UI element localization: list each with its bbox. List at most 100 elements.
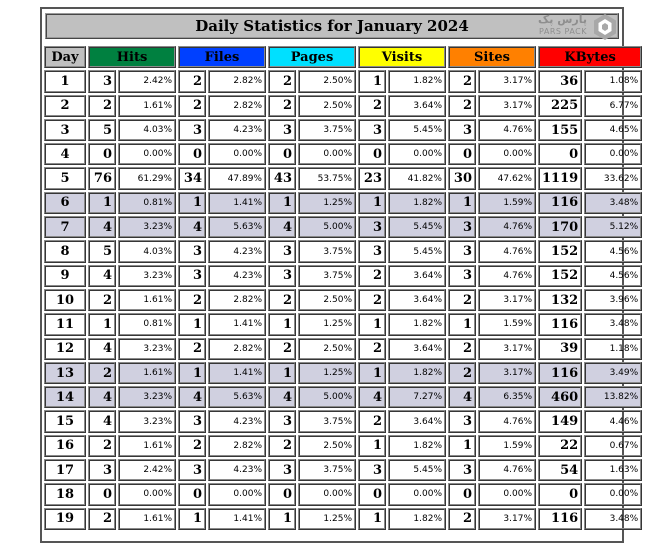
cell-hits: 5 [88, 240, 116, 263]
cell-pages: 2 [268, 434, 296, 458]
cell-sites-percent: 4.76% [478, 240, 536, 263]
cell-hits-percent: 0.00% [118, 143, 176, 166]
cell-visits: 23 [358, 167, 386, 190]
cell-pages-percent: 0.00% [298, 143, 356, 166]
cell-files-percent: 2.82% [208, 94, 266, 117]
cell-day: 13 [44, 361, 86, 385]
cell-kbytes: 155 [538, 118, 583, 142]
cell-pages-percent: 5.00% [298, 216, 356, 239]
cell-kbytes: 116 [538, 361, 583, 385]
cell-hits: 2 [88, 434, 116, 458]
cell-pages: 1 [268, 191, 296, 215]
cell-hits: 3 [88, 70, 116, 93]
cell-hits: 5 [88, 118, 116, 142]
cell-sites: 2 [448, 70, 476, 93]
cell-pages: 2 [268, 94, 296, 117]
cell-visits-percent: 5.45% [388, 216, 446, 239]
cell-hits-percent: 0.00% [118, 483, 176, 506]
cell-sites: 1 [448, 313, 476, 336]
cell-kbytes: 149 [538, 410, 583, 433]
cell-visits: 1 [358, 313, 386, 336]
table-row: 16 2 1.61% 2 2.82% 2 2.50% 1 1.82% 1 1.59% 22 0.67% [44, 434, 643, 458]
cell-sites-percent: 3.17% [478, 70, 536, 93]
cell-kbytes-percent: 3.48% [584, 313, 643, 336]
cell-day: 8 [44, 240, 86, 263]
cell-sites-percent: 1.59% [478, 434, 536, 458]
cell-hits-percent: 1.61% [118, 507, 176, 530]
cell-files-percent: 4.23% [208, 240, 266, 263]
cell-day: 9 [44, 264, 86, 287]
cell-kbytes-percent: 0.00% [584, 143, 643, 166]
cell-visits-percent: 1.82% [388, 313, 446, 336]
cell-visits: 1 [358, 70, 386, 93]
cell-kbytes-percent: 33.62% [584, 167, 643, 190]
table-row: 8 5 4.03% 3 4.23% 3 3.75% 3 5.45% 3 4.76% 152 4.56% [44, 240, 643, 263]
cell-day: 7 [44, 216, 86, 239]
cell-pages: 1 [268, 361, 296, 385]
header-sites: Sites [448, 46, 536, 69]
cell-pages-percent: 2.50% [298, 434, 356, 458]
cell-visits-percent: 3.64% [388, 94, 446, 117]
cell-visits: 4 [358, 386, 386, 409]
cell-visits-percent: 3.64% [388, 410, 446, 433]
cell-files-percent: 4.23% [208, 264, 266, 287]
logo-hexagon-icon [594, 14, 616, 40]
cell-kbytes: 132 [538, 288, 583, 312]
cell-visits: 2 [358, 337, 386, 360]
cell-kbytes: 225 [538, 94, 583, 117]
cell-pages-percent: 0.00% [298, 483, 356, 506]
cell-kbytes-percent: 3.49% [584, 361, 643, 385]
header-visits: Visits [358, 46, 446, 69]
cell-day: 4 [44, 143, 86, 166]
cell-kbytes: 460 [538, 386, 583, 409]
cell-hits: 2 [88, 507, 116, 530]
cell-pages-percent: 2.50% [298, 94, 356, 117]
cell-sites: 0 [448, 483, 476, 506]
cell-sites: 2 [448, 361, 476, 385]
cell-files-percent: 1.41% [208, 191, 266, 215]
cell-hits-percent: 4.03% [118, 240, 176, 263]
cell-files-percent: 47.89% [208, 167, 266, 190]
cell-visits: 1 [358, 361, 386, 385]
table-header-row: Day Hits Files Pages Visits Sites KBytes [44, 46, 643, 69]
cell-sites: 4 [448, 386, 476, 409]
cell-pages-percent: 2.50% [298, 70, 356, 93]
table-row: 12 4 3.23% 2 2.82% 2 2.50% 2 3.64% 2 3.17% 39 1.18% [44, 337, 643, 360]
cell-sites-percent: 0.00% [478, 483, 536, 506]
cell-files-percent: 2.82% [208, 288, 266, 312]
cell-kbytes: 0 [538, 483, 583, 506]
cell-hits: 1 [88, 313, 116, 336]
cell-visits-percent: 3.64% [388, 337, 446, 360]
cell-hits-percent: 3.23% [118, 410, 176, 433]
cell-pages-percent: 1.25% [298, 313, 356, 336]
cell-kbytes: 152 [538, 240, 583, 263]
cell-pages: 1 [268, 507, 296, 530]
cell-hits-percent: 0.81% [118, 191, 176, 215]
cell-pages: 2 [268, 337, 296, 360]
cell-kbytes: 22 [538, 434, 583, 458]
cell-day: 10 [44, 288, 86, 312]
cell-visits-percent: 1.82% [388, 361, 446, 385]
cell-kbytes: 116 [538, 313, 583, 336]
cell-kbytes: 39 [538, 337, 583, 360]
cell-kbytes-percent: 3.48% [584, 191, 643, 215]
cell-files: 3 [178, 240, 206, 263]
cell-files-percent: 2.82% [208, 434, 266, 458]
cell-sites: 3 [448, 264, 476, 287]
cell-hits-percent: 1.61% [118, 361, 176, 385]
table-row: 17 3 2.42% 3 4.23% 3 3.75% 3 5.45% 3 4.76% 54 1.63% [44, 459, 643, 482]
cell-files-percent: 4.23% [208, 118, 266, 142]
cell-sites-percent: 3.17% [478, 337, 536, 360]
cell-pages: 0 [268, 143, 296, 166]
cell-pages: 0 [268, 483, 296, 506]
cell-files: 3 [178, 264, 206, 287]
cell-sites-percent: 0.00% [478, 143, 536, 166]
cell-files-percent: 2.82% [208, 70, 266, 93]
cell-sites-percent: 1.59% [478, 191, 536, 215]
cell-visits: 0 [358, 143, 386, 166]
cell-sites: 1 [448, 434, 476, 458]
cell-day: 16 [44, 434, 86, 458]
cell-kbytes: 152 [538, 264, 583, 287]
cell-pages-percent: 2.50% [298, 337, 356, 360]
cell-sites-percent: 3.17% [478, 507, 536, 530]
